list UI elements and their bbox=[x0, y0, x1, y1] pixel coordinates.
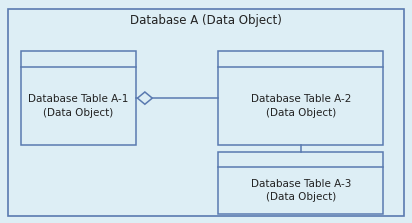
Bar bbox=[218, 152, 383, 214]
Polygon shape bbox=[138, 92, 152, 104]
Text: Database A (Data Object): Database A (Data Object) bbox=[130, 14, 282, 27]
Text: Database Table A-2
(Data Object): Database Table A-2 (Data Object) bbox=[250, 94, 351, 118]
Bar bbox=[21, 51, 136, 145]
Text: Database Table A-1
(Data Object): Database Table A-1 (Data Object) bbox=[28, 94, 129, 118]
Bar bbox=[218, 51, 383, 145]
Text: Database Table A-3
(Data Object): Database Table A-3 (Data Object) bbox=[250, 179, 351, 202]
